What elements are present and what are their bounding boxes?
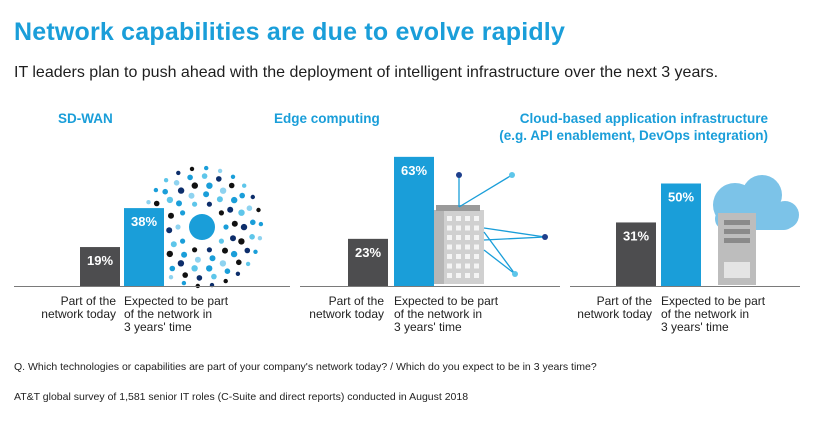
chart-title-cloud-line-1: Cloud-based application infrastructure xyxy=(519,111,768,126)
dot-circle-icon xyxy=(146,165,264,289)
bar-today xyxy=(616,222,656,286)
category-label-today: Part of the network today xyxy=(577,294,652,321)
footnote-source: AT&T global survey of 1,581 senior IT ro… xyxy=(14,391,469,403)
bar-value-label: 63% xyxy=(401,163,427,178)
building-network-icon xyxy=(432,172,548,284)
bar-today xyxy=(80,247,120,286)
bar-value-label: 38% xyxy=(131,214,157,229)
chart-title-cloud-line-2: (e.g. API enablement, DevOps integration… xyxy=(499,128,768,143)
cloud-server-icon xyxy=(713,175,799,285)
category-label-future: Expected to be part of the network in 3 ye… xyxy=(661,294,766,334)
bar-future xyxy=(394,156,434,286)
footnote-question: Q. Which technologies or capabilities ar… xyxy=(14,361,597,373)
bar-today xyxy=(348,238,388,286)
bar-future xyxy=(124,208,164,286)
bar-value-label: 19% xyxy=(87,253,113,268)
bar-value-label: 23% xyxy=(355,245,381,260)
page-title: Network capabilities are due to evolve r… xyxy=(14,18,566,46)
page-subtitle: IT leaders plan to push ahead with the d… xyxy=(14,64,719,81)
bar-value-label: 50% xyxy=(668,190,694,205)
chart-title-edge-computing: Edge computing xyxy=(274,111,380,126)
bar-future xyxy=(661,183,701,286)
chart-title-sd-wan: SD-WAN xyxy=(58,111,113,126)
category-label-future: Expected to be part of the network in 3 ye… xyxy=(394,294,499,334)
bar-value-label: 31% xyxy=(623,228,649,243)
category-label-future: Expected to be part of the network in 3 ye… xyxy=(124,294,229,334)
category-label-today: Part of the network today xyxy=(309,294,384,321)
category-label-today: Part of the network today xyxy=(41,294,116,321)
chart-title-cloud: Cloud-based application infrastructure (… xyxy=(499,110,768,144)
